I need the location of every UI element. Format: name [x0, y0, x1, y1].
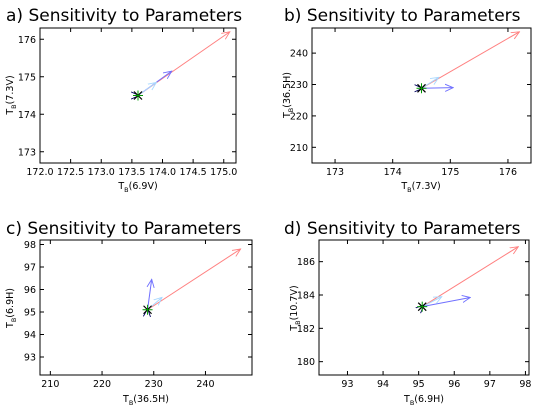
panel-b-x-tick-label: 176	[499, 167, 517, 178]
panel-b-x-axis-label: TB(7.3V)	[400, 181, 440, 194]
panel-a-x-tick-label: 173.5	[118, 167, 145, 178]
panel-c-x-tick-label: 230	[145, 379, 163, 390]
panel-b-origin-marker	[416, 83, 427, 94]
panel-a-y-tick-label: 176	[18, 35, 36, 46]
panel-b-y-tick-label: 240	[290, 49, 308, 60]
panel-b-title: b) Sensitivity to Parameters	[284, 6, 521, 26]
panel-d-x-tick-label: 97	[484, 379, 496, 390]
panel-a-origin-marker	[133, 90, 143, 101]
panel-a-x-tick-label: 173.0	[88, 167, 115, 178]
panel-b-plot-frame	[311, 27, 532, 164]
panel-c-ticks: 210 220 230 240 93 94 95 96 97 98	[24, 240, 252, 390]
panel-a-vectors	[133, 32, 230, 101]
panel-d-ticks: 93 94 95 96 97 98 180 182 184 186	[297, 240, 531, 390]
panel-d-y-tick-label: 182	[297, 324, 315, 335]
panel-d-y-axis-label: TB(10.7V)	[289, 285, 302, 331]
panel-a: a) Sensitivity to Parameters 172.0 172.5 1…	[5, 6, 242, 194]
panel-a-cyan-vector	[137, 82, 156, 96]
panel-c-x-tick-label: 220	[93, 379, 111, 390]
panel-c-plot-frame	[39, 239, 253, 376]
panel-b: b) Sensitivity to Parameters 173 174 175 17…	[282, 6, 532, 194]
panel-d-x-tick-label: 94	[377, 379, 389, 390]
panel-c-y-tick-label: 98	[24, 240, 36, 251]
panel-d-blue-vector	[422, 298, 470, 308]
panel-a-x-tick-label: 174.5	[180, 167, 207, 178]
panel-c-red-vector	[147, 249, 241, 311]
panel-b-ticks: 173 174 175 176 210 220 230 240	[290, 28, 531, 178]
panel-d-plot-frame	[318, 239, 530, 376]
panel-c-y-tick-label: 97	[24, 263, 36, 274]
panel-a-x-axis-label: TB(6.9V)	[117, 181, 157, 194]
panel-b-y-tick-label: 230	[290, 80, 308, 91]
panel-b-red-vector	[421, 32, 520, 89]
panel-d-x-tick-label: 98	[519, 379, 531, 390]
panel-c-y-tick-label: 96	[24, 285, 36, 296]
panel-b-y-tick-label: 220	[290, 111, 308, 122]
panel-d-cyan-vector	[421, 297, 442, 308]
panel-a-y-axis-label: TB(7.3V)	[5, 75, 18, 115]
panel-c: c) Sensitivity to Parameters 210 220 230 24…	[5, 219, 253, 407]
panel-d-y-tick-label: 184	[297, 291, 315, 302]
panel-c-origin-marker	[142, 304, 153, 315]
panel-c-y-tick-label: 94	[24, 330, 36, 341]
panel-a-x-tick-label: 175.0	[210, 167, 237, 178]
panel-a-y-tick-label: 173	[18, 147, 36, 158]
panel-a-x-tick-label: 172.0	[26, 167, 53, 178]
panel-d-x-axis-label: TB(6.9H)	[403, 394, 444, 407]
panel-a-y-tick-label: 175	[18, 72, 36, 83]
panel-c-y-tick-label: 95	[24, 308, 36, 319]
panel-a-x-tick-label: 174.0	[149, 167, 176, 178]
panel-d-title: d) Sensitivity to Parameters	[284, 219, 521, 239]
panel-c-x-tick-label: 240	[196, 379, 214, 390]
panel-c-vectors	[142, 249, 241, 315]
panel-a-plot-frame	[39, 27, 237, 164]
panel-c-x-axis-label: TB(36.5H)	[122, 394, 169, 407]
panel-b-blue-vector	[421, 88, 454, 89]
panel-d-x-tick-label: 93	[341, 379, 353, 390]
panel-b-cyan-vector	[421, 77, 439, 89]
panel-d-vectors	[417, 247, 518, 312]
panel-c-title: c) Sensitivity to Parameters	[6, 219, 241, 239]
panel-c-x-tick-label: 210	[41, 379, 59, 390]
panel-c-blue-vector	[148, 279, 152, 310]
panel-d-x-tick-label: 95	[413, 379, 425, 390]
panel-b-y-axis-label: TB(36.5H)	[282, 72, 295, 119]
panel-b-vectors	[417, 32, 520, 94]
panel-b-x-tick-label: 173	[326, 167, 344, 178]
panel-a-title: a) Sensitivity to Parameters	[6, 6, 242, 26]
panel-b-x-tick-label: 174	[384, 167, 402, 178]
panel-c-y-tick-label: 93	[24, 353, 36, 364]
panel-c-y-axis-label: TB(6.9H)	[5, 288, 18, 329]
panel-a-ticks: 172.0 172.5 173.0 173.5 174.0 174.5 175.0 173 17…	[18, 28, 237, 178]
panel-a-x-tick-label: 172.5	[57, 167, 84, 178]
panel-d-y-tick-label: 186	[297, 257, 315, 268]
panel-a-y-tick-label: 174	[18, 110, 36, 121]
panel-d-origin-marker	[417, 301, 428, 312]
panel-b-x-tick-label: 175	[441, 167, 459, 178]
panel-b-y-tick-label: 210	[290, 143, 308, 154]
panel-d-y-tick-label: 180	[297, 357, 315, 368]
panel-d-x-tick-label: 96	[448, 379, 460, 390]
panel-d: d) Sensitivity to Parameters 93 94 95 96 97 9…	[284, 219, 531, 407]
